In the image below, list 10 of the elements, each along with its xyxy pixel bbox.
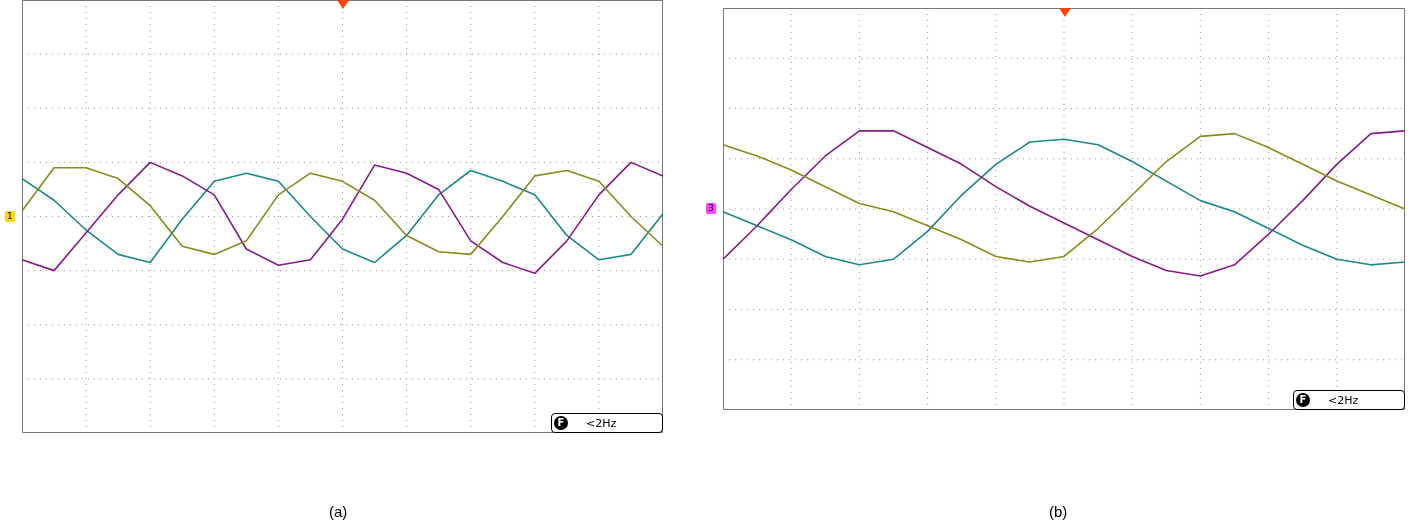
text: 1 — [5, 210, 15, 222]
annotation: F — [554, 416, 568, 430]
annotation: F — [1296, 393, 1310, 407]
text: 3 — [706, 203, 716, 214]
status-box: F <2Hz — [1293, 390, 1405, 410]
annotation: <2Hz — [1328, 393, 1359, 407]
status-box: F <2Hz — [551, 413, 663, 433]
text: (a) — [329, 503, 348, 520]
text: (b) — [1049, 503, 1068, 520]
annotation: <2Hz — [586, 416, 617, 430]
